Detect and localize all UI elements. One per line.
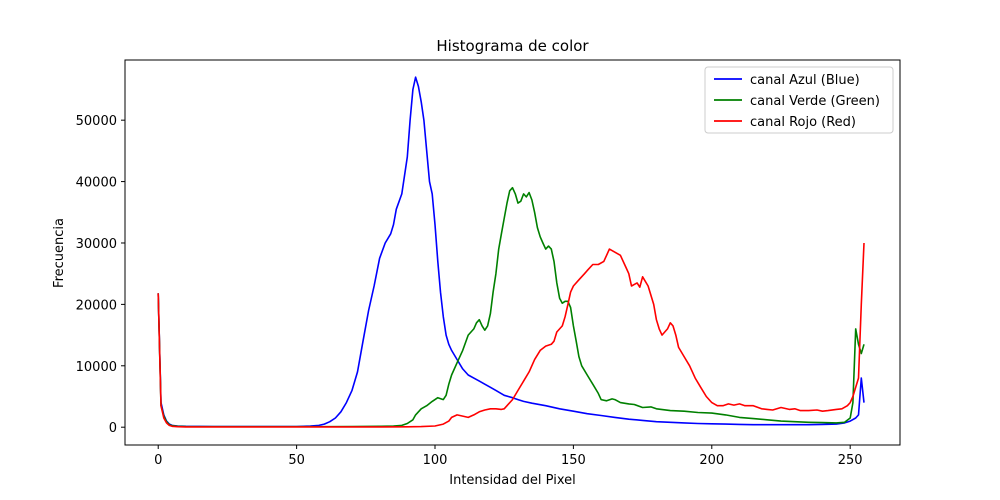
y-tick-label: 0 [109,421,117,436]
legend-entry: canal Rojo (Red) [750,115,856,130]
y-axis-ticks: 0 10000 20000 30000 40000 50000 [76,114,125,436]
y-tick-label: 10000 [76,360,117,375]
plot-lines [157,76,865,428]
x-tick-label: 150 [561,453,586,468]
legend-entry: canal Azul (Blue) [750,73,860,88]
series-line-0 [157,76,865,428]
chart-title: Histograma de color [436,37,589,55]
y-axis-label: Frecuencia [52,218,67,288]
x-axis-ticks: 0 50 100 150 200 250 [154,445,863,468]
plot-frame [124,59,901,446]
x-tick-label: 50 [288,453,305,468]
series-line-2 [157,242,865,428]
y-tick-label: 50000 [76,114,117,129]
x-tick-label: 100 [423,453,448,468]
y-tick-label: 20000 [76,298,117,313]
x-axis-label: Intensidad del Pixel [449,473,575,488]
series-line-1 [157,186,865,428]
legend-entry: canal Verde (Green) [750,94,880,109]
x-tick-label: 200 [699,453,724,468]
legend: canal Azul (Blue) canal Verde (Green) cana… [704,66,894,134]
x-tick-label: 0 [154,453,162,468]
x-tick-label: 250 [838,453,863,468]
y-tick-label: 30000 [76,237,117,252]
legend-box [704,66,894,134]
y-tick-label: 40000 [76,176,117,191]
